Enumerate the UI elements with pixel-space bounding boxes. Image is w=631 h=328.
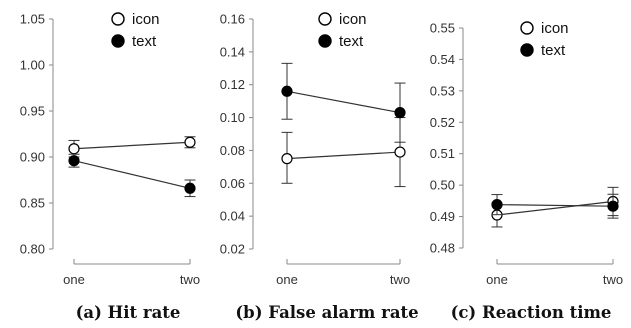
- y-tick-label: 0.06: [220, 176, 245, 191]
- data-point-icon: [68, 143, 80, 155]
- y-tick-label: 0.04: [220, 209, 245, 224]
- panel-caption: (a) Hit rate: [76, 303, 181, 322]
- y-tick-label: 0.12: [220, 77, 245, 92]
- y-tick-label: 0.14: [220, 44, 245, 59]
- data-point-icon: [184, 136, 196, 148]
- data-point-text: [184, 182, 196, 194]
- y-tick-label: 1.00: [20, 58, 45, 73]
- series-line-text: [286, 90, 401, 114]
- data-point-text: [607, 200, 619, 212]
- y-tick-label: 0.48: [430, 241, 455, 256]
- data-point-icon: [281, 153, 293, 165]
- legend-label-text: text: [132, 33, 157, 50]
- y-tick-label: 0.52: [430, 115, 455, 130]
- x-tick-label: one: [486, 272, 508, 287]
- legend-marker-text: [520, 43, 534, 57]
- data-point-text: [491, 199, 503, 211]
- data-point-text: [281, 85, 293, 97]
- legend-marker-icon: [318, 12, 332, 26]
- x-tick-label: two: [180, 272, 200, 287]
- legend-marker-icon: [520, 21, 534, 35]
- x-tick-label: two: [390, 272, 410, 287]
- panel-caption: (b) False alarm rate: [235, 303, 418, 322]
- y-tick-label: 0.53: [430, 83, 455, 98]
- legend-marker-text: [318, 34, 332, 48]
- panel-caption: (c) Reaction time: [451, 303, 612, 322]
- data-point-text: [394, 107, 406, 119]
- y-tick-label: 0.90: [20, 150, 45, 165]
- series-line-icon: [73, 141, 191, 150]
- data-point-icon: [394, 146, 406, 158]
- series-line-text: [496, 204, 614, 207]
- legend-label-icon: icon: [132, 11, 160, 28]
- y-tick-label: 1.05: [20, 12, 45, 27]
- y-tick-label: 0.55: [430, 21, 455, 36]
- y-tick-label: 0.80: [20, 242, 45, 257]
- x-tick-label: two: [603, 272, 623, 287]
- legend-marker-text: [111, 34, 125, 48]
- series-line-icon: [496, 200, 614, 216]
- y-tick-label: 0.85: [20, 196, 45, 211]
- y-tick-label: 0.49: [430, 209, 455, 224]
- y-tick-label: 0.16: [220, 12, 245, 27]
- y-tick-label: 0.51: [430, 146, 455, 161]
- x-tick-label: one: [63, 272, 85, 287]
- y-tick-label: 0.10: [220, 110, 245, 125]
- y-tick-label: 0.95: [20, 104, 45, 119]
- legend-marker-icon: [111, 12, 125, 26]
- legend-label-icon: icon: [339, 11, 367, 28]
- legend-label-text: text: [541, 42, 566, 59]
- series-line-text: [73, 160, 191, 189]
- y-tick-label: 0.02: [220, 242, 245, 257]
- legend-label-icon: icon: [541, 20, 569, 37]
- legend-label-text: text: [339, 33, 364, 50]
- data-point-text: [68, 155, 80, 167]
- y-tick-label: 0.50: [430, 178, 455, 193]
- series-line-icon: [286, 151, 401, 160]
- x-tick-label: one: [276, 272, 298, 287]
- y-tick-label: 0.08: [220, 143, 245, 158]
- y-tick-label: 0.54: [430, 52, 455, 67]
